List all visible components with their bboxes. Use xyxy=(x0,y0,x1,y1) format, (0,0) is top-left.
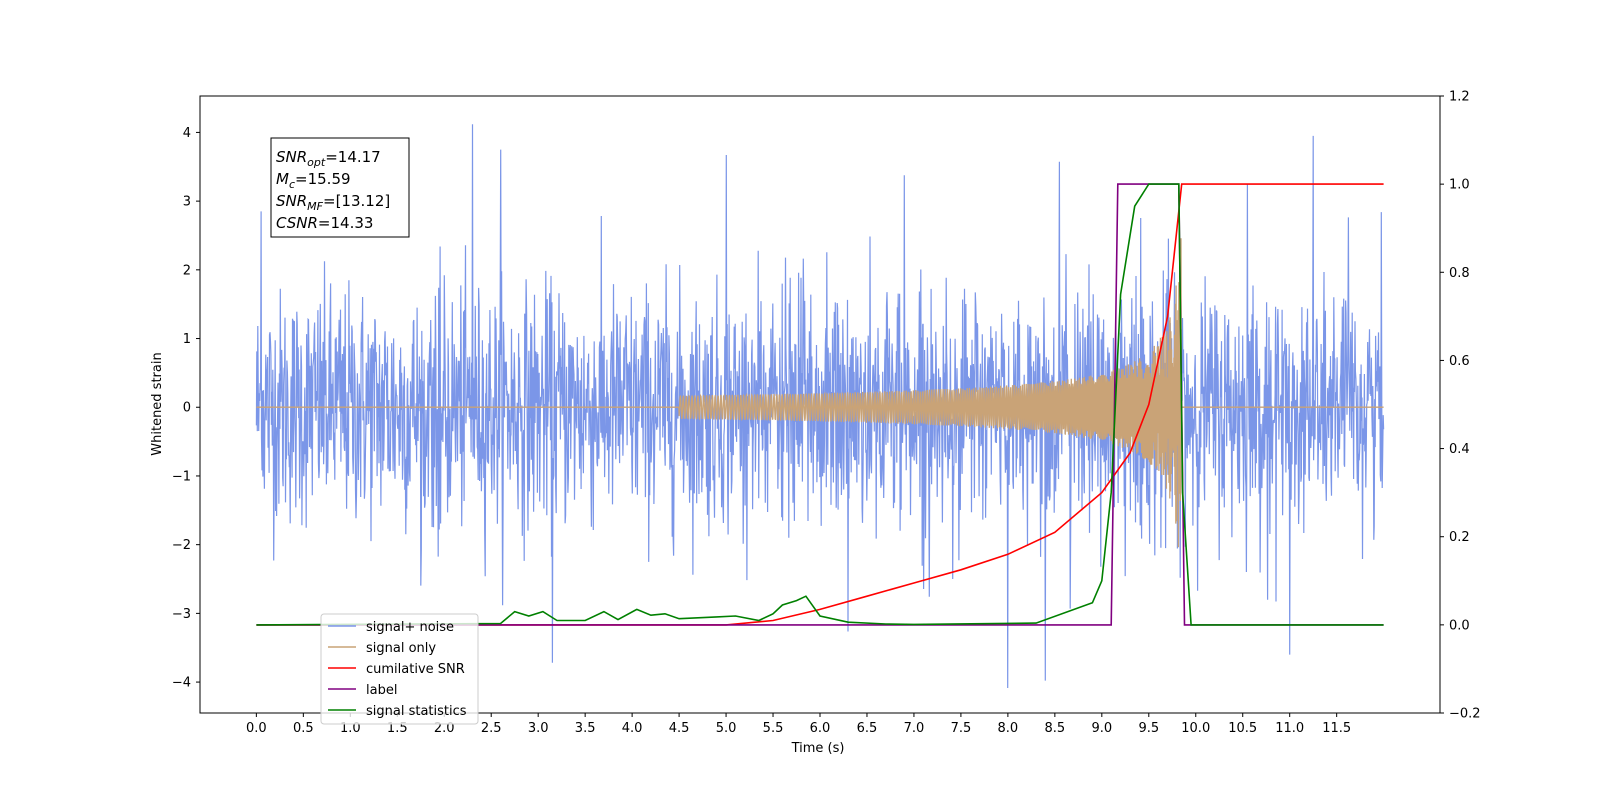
series-signal-only xyxy=(256,238,1384,548)
x-tick-label: 11.0 xyxy=(1275,721,1304,736)
x-tick-label: 0.5 xyxy=(293,721,314,736)
x-tick-label: 3.5 xyxy=(575,721,596,736)
svg-text:signal only: signal only xyxy=(366,641,436,656)
y-tick-label-right: −0.2 xyxy=(1449,707,1481,722)
x-tick-label: 1.0 xyxy=(340,721,361,736)
x-tick-label: 10.0 xyxy=(1181,721,1210,736)
legend: signal+ noise signal only cumilative SNR… xyxy=(320,613,479,725)
y-axis-right: 1.2 1.0 0.8 0.6 0.4 0.2 0.0 −0.2 xyxy=(1440,90,1481,722)
x-tick-label: 10.5 xyxy=(1228,721,1257,736)
y-tick-label-left: −3 xyxy=(172,607,191,622)
legend-entry-signal-statistics: signal statistics xyxy=(328,704,467,719)
csnr-annotation: CSNR=14.33 xyxy=(276,214,373,232)
y-tick-label-right: 1.0 xyxy=(1449,178,1470,193)
svg-text:label: label xyxy=(366,683,397,698)
x-tick-label: 0.0 xyxy=(246,721,267,736)
series-cumulative-snr xyxy=(256,183,1384,626)
y-tick-label-left: 4 xyxy=(183,126,191,141)
y-tick-label-right: 0.8 xyxy=(1449,266,1470,281)
snr-mf-annotation: SNRMF=[13.12] xyxy=(276,192,390,213)
x-tick-label: 9.0 xyxy=(1091,721,1112,736)
x-axis: 0.0 0.5 1.0 1.5 2.0 2.5 3.0 3.5 4.0 4.5 5.0 5.5 6.0 6… xyxy=(246,713,1351,736)
legend-entry-signal-noise: signal+ noise xyxy=(328,620,454,635)
y-tick-label-left: −2 xyxy=(172,538,191,553)
legend-entry-label: label xyxy=(328,683,397,698)
snr-opt-annotation: SNRopt=14.17 xyxy=(276,148,381,169)
y-tick-label-left: −4 xyxy=(172,676,191,691)
x-tick-label: 11.5 xyxy=(1322,721,1351,736)
x-tick-label: 2.0 xyxy=(434,721,455,736)
x-tick-label: 2.5 xyxy=(481,721,502,736)
x-tick-label: 7.0 xyxy=(904,721,925,736)
x-tick-label: 5.0 xyxy=(716,721,737,736)
x-tick-label: 4.5 xyxy=(669,721,690,736)
y-axis-left: 4 3 2 1 0 −1 −2 −3 −4 xyxy=(172,126,200,691)
svg-text:signal+ noise: signal+ noise xyxy=(366,620,454,635)
x-tick-label: 6.5 xyxy=(857,721,878,736)
annotation-box: SNRopt=14.17 Mc=15.59 SNRMF=[13.12] CSNR… xyxy=(270,137,410,238)
y-tick-label-left: 2 xyxy=(183,263,191,278)
svg-text:signal statistics: signal statistics xyxy=(366,704,467,719)
legend-entry-signal-only: signal only xyxy=(328,641,436,656)
y-tick-label-right: 1.2 xyxy=(1449,90,1470,105)
y-tick-label-left: 1 xyxy=(183,332,191,347)
y-tick-label-right: 0.2 xyxy=(1449,530,1470,545)
x-tick-label: 5.5 xyxy=(763,721,784,736)
x-tick-label: 1.5 xyxy=(387,721,408,736)
y-tick-label-left: −1 xyxy=(172,469,191,484)
y-tick-label-right: 0.6 xyxy=(1449,354,1470,369)
x-tick-label: 4.0 xyxy=(622,721,643,736)
y-axis-label: Whitened strain xyxy=(150,352,165,455)
mc-annotation: Mc=15.59 xyxy=(276,170,351,191)
x-tick-label: 7.5 xyxy=(951,721,972,736)
y-tick-label-right: 0.0 xyxy=(1449,618,1470,633)
x-tick-label: 8.0 xyxy=(998,721,1019,736)
x-tick-label: 6.0 xyxy=(810,721,831,736)
y-tick-label-left: 3 xyxy=(183,195,191,210)
series-signal-noise xyxy=(255,124,1385,689)
svg-text:cumilative SNR: cumilative SNR xyxy=(366,662,465,677)
x-tick-label: 3.0 xyxy=(528,721,549,736)
x-axis-label: Time (s) xyxy=(791,741,845,756)
y-tick-label-right: 0.4 xyxy=(1449,442,1470,457)
x-tick-label: 8.5 xyxy=(1045,721,1066,736)
legend-entry-cumulative-snr: cumilative SNR xyxy=(328,662,465,677)
plot-area xyxy=(255,124,1385,689)
series-signal-statistics xyxy=(256,183,1384,626)
y-tick-label-left: 0 xyxy=(183,401,191,416)
x-tick-label: 9.5 xyxy=(1138,721,1159,736)
